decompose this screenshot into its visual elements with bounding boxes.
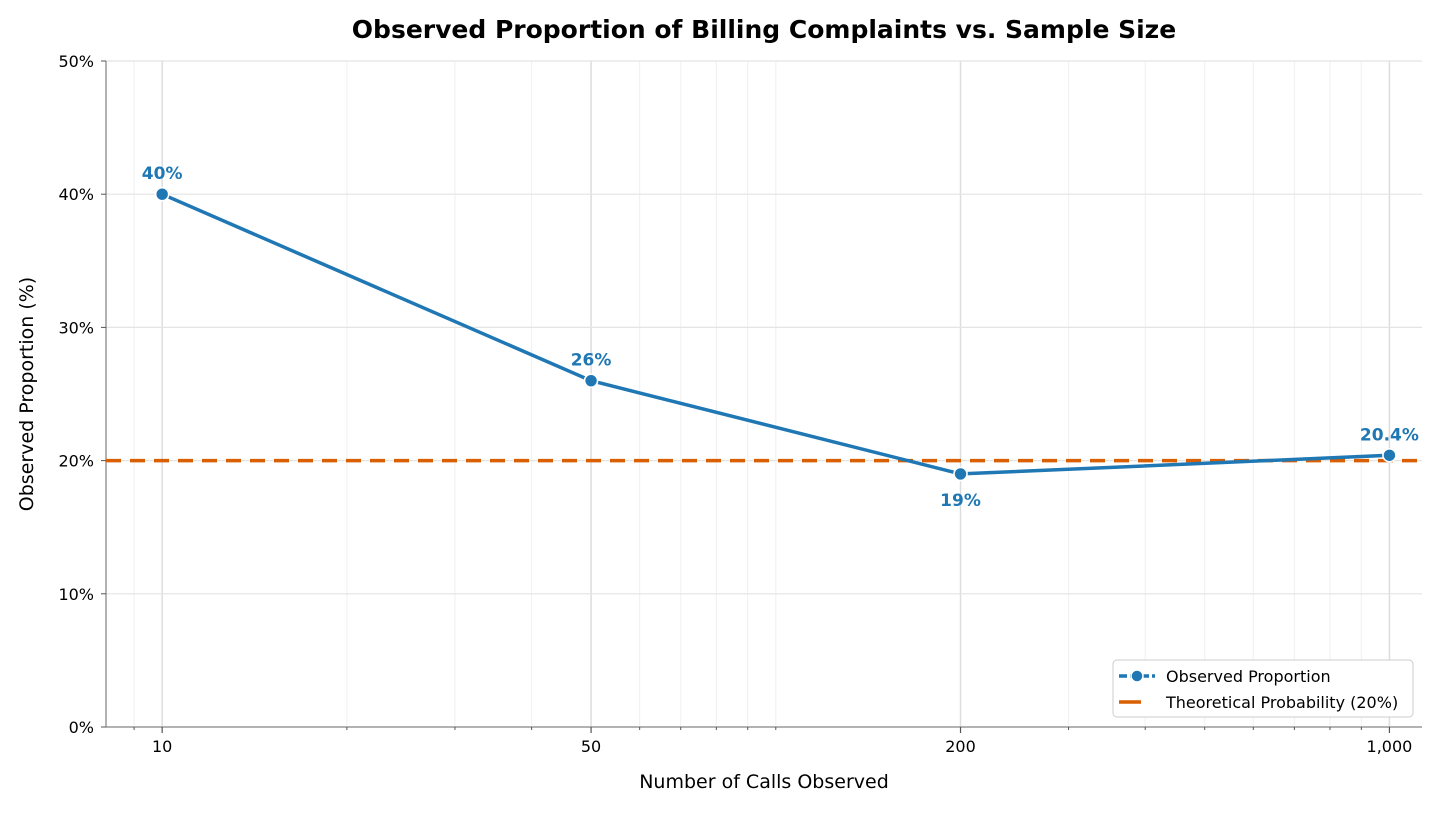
y-tick-label: 10% — [58, 585, 94, 604]
y-tick-label: 50% — [58, 52, 94, 71]
legend-box — [1112, 659, 1414, 718]
observed-proportion-line — [161, 192, 1390, 476]
series-layer — [106, 186, 1422, 482]
legend-theoretical-label: Theoretical Probability (20%) — [1165, 693, 1398, 712]
data-point-marker — [953, 466, 968, 482]
y-tick-label: 30% — [58, 318, 94, 337]
axes: 0% 10% 20% 30% 40% 50% 10 50 200 1,000 — [58, 52, 1422, 756]
grid — [106, 60, 1422, 728]
data-label: 40% — [142, 164, 183, 184]
y-axis-label: Observed Proportion (%) — [16, 277, 38, 511]
y-tick-label: 40% — [58, 185, 94, 204]
x-tick-label: 50 — [581, 737, 601, 756]
x-tick-label: 200 — [945, 737, 976, 756]
data-point-marker — [1382, 447, 1397, 463]
data-point-marker — [583, 373, 599, 388]
x-tick-label: 10 — [152, 737, 172, 756]
x-axis-label: Number of Calls Observed — [639, 771, 889, 793]
legend-observed-label: Observed Proportion — [1166, 667, 1331, 686]
chart-title: Observed Proportion of Billing Complaint… — [352, 15, 1176, 44]
data-label: 26% — [571, 351, 612, 371]
data-label: 20.4% — [1360, 425, 1419, 445]
y-tick-label: 0% — [69, 718, 94, 737]
data-point-marker — [154, 186, 170, 202]
legend-observed-marker-icon — [1130, 669, 1144, 683]
data-label: 19% — [940, 491, 981, 511]
x-tick-label: 1,000 — [1367, 737, 1413, 756]
legend: Observed Proportion Theoretical Probabil… — [1112, 659, 1414, 718]
y-tick-label: 20% — [58, 452, 94, 471]
data-labels: 40% 26% 19% 20.4% — [142, 164, 1419, 511]
